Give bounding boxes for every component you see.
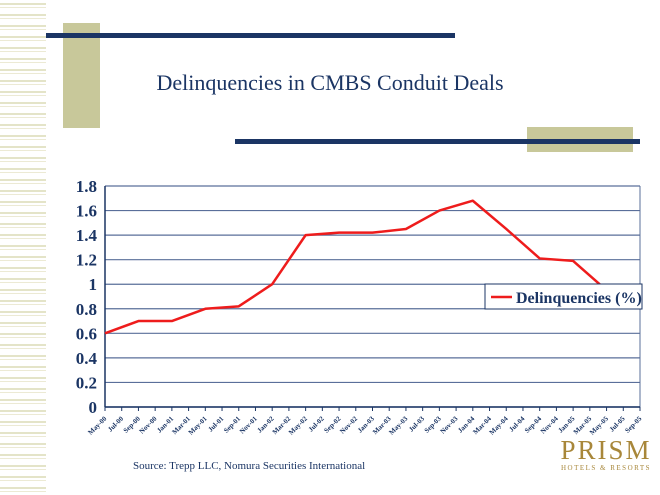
logo-main-text: PRISM xyxy=(560,435,652,465)
series-line-delinquencies xyxy=(104,199,608,335)
y-tick-label: 0.2 xyxy=(76,373,97,392)
x-tick-label: May-05 xyxy=(588,414,610,436)
x-tick-label: Nov-00 xyxy=(138,414,159,435)
slide-title: Delinquencies in CMBS Conduit Deals xyxy=(156,70,504,95)
x-tick-label: May-00 xyxy=(87,414,109,436)
x-tick-label: May-02 xyxy=(287,414,309,436)
x-tick-label: Nov-03 xyxy=(439,414,460,435)
y-tick-label: 0.6 xyxy=(76,324,97,343)
y-tick-label: 1.8 xyxy=(76,177,97,196)
x-tick-label: Nov-02 xyxy=(338,414,359,435)
y-tick-label: 0.8 xyxy=(76,300,97,319)
x-tick-label: Sep-05 xyxy=(623,414,643,434)
source-note: Source: Trepp LLC, Nomura Securities Int… xyxy=(133,460,366,472)
x-tick-label: May-04 xyxy=(488,414,510,436)
x-tick-label: May-01 xyxy=(187,414,209,436)
y-tick-label: 1 xyxy=(89,275,98,294)
prism-logo: PRISM HOTELS & RESORTS xyxy=(556,436,656,486)
logo-sub-text: HOTELS & RESORTS xyxy=(560,464,652,472)
decorative-bar-top xyxy=(46,33,455,38)
legend-label: Delinquencies (%) xyxy=(516,290,642,307)
decorative-block-top xyxy=(63,23,100,128)
decorative-bar-middle xyxy=(235,139,640,144)
decorative-stripes xyxy=(0,0,46,495)
x-tick-label: Nov-04 xyxy=(539,414,560,435)
y-tick-label: 1.6 xyxy=(76,202,97,221)
x-tick-label: May-03 xyxy=(387,414,409,436)
y-tick-label: 0.4 xyxy=(76,349,98,368)
y-tick-label: 1.4 xyxy=(76,226,98,245)
y-tick-label: 1.2 xyxy=(76,251,97,270)
y-tick-label: 0 xyxy=(89,398,98,417)
x-tick-label: Nov-01 xyxy=(238,414,259,435)
